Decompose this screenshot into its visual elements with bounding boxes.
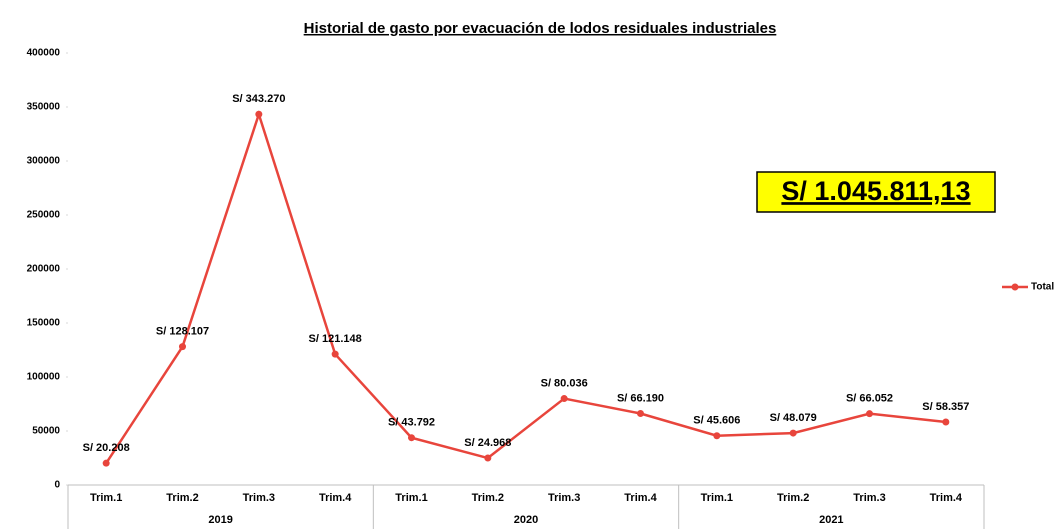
data-point: [408, 434, 415, 442]
x-tick-label: Trim.4: [930, 492, 963, 504]
x-tick-label: Trim.3: [243, 492, 275, 504]
x-tick-label: Trim.1: [701, 492, 733, 504]
y-tick-label: 300000: [27, 156, 61, 167]
data-label: S/ 48.079: [770, 412, 817, 424]
data-label: S/ 66.190: [617, 392, 664, 404]
x-tick-label: Trim.4: [319, 492, 352, 504]
data-label: S/ 128.107: [156, 326, 209, 338]
y-tick-label: 150000: [27, 318, 61, 329]
data-label: S/ 121.148: [309, 333, 362, 345]
y-tick-label: 100000: [27, 372, 61, 383]
data-point: [713, 432, 721, 440]
legend-marker: [1011, 283, 1019, 291]
x-tick-label: Trim.3: [548, 492, 580, 504]
total-annotation: S/ 1.045.811,13: [781, 176, 970, 206]
data-point: [789, 429, 797, 437]
x-tick-label: Trim.2: [472, 492, 504, 504]
series-line: [105, 110, 946, 464]
y-tick-label: 400000: [27, 48, 61, 59]
data-label: S/ 20.208: [83, 442, 130, 454]
legend-label: Total: [1031, 282, 1054, 293]
data-point: [942, 418, 950, 426]
data-point: [560, 395, 568, 403]
data-label: S/ 80.036: [541, 377, 588, 389]
y-tick-label: 200000: [27, 264, 61, 275]
data-label: S/ 343.270: [232, 93, 285, 105]
total-box: [756, 171, 996, 213]
chart-title: Historial de gasto por evacuación de lod…: [304, 20, 777, 37]
y-tick-label: 50000: [32, 426, 60, 437]
y-tick-label: 350000: [27, 102, 61, 113]
data-label: S/ 43.792: [388, 417, 435, 429]
data-label: S/ 24.968: [464, 437, 511, 449]
x-tick-label: Trim.3: [853, 492, 885, 504]
data-point: [637, 410, 644, 418]
group-label: 2021: [819, 514, 843, 526]
data-point: [255, 110, 263, 118]
data-point: [102, 459, 110, 467]
x-tick-label: Trim.1: [90, 492, 122, 504]
data-point: [866, 410, 873, 418]
y-tick-label: 0: [54, 480, 60, 491]
x-tick-label: Trim.2: [166, 492, 198, 504]
data-label: S/ 58.357: [922, 401, 969, 413]
data-label: S/ 66.052: [846, 393, 893, 405]
data-label: S/ 45.606: [693, 415, 740, 427]
x-tick-label: Trim.4: [624, 492, 657, 504]
y-tick-label: 250000: [27, 210, 61, 221]
group-label: 2019: [208, 514, 232, 526]
x-tick-label: Trim.1: [395, 492, 427, 504]
group-label: 2020: [514, 514, 538, 526]
data-point: [484, 454, 492, 462]
data-point: [179, 343, 186, 351]
x-tick-label: Trim.2: [777, 492, 809, 504]
data-point: [331, 350, 339, 358]
